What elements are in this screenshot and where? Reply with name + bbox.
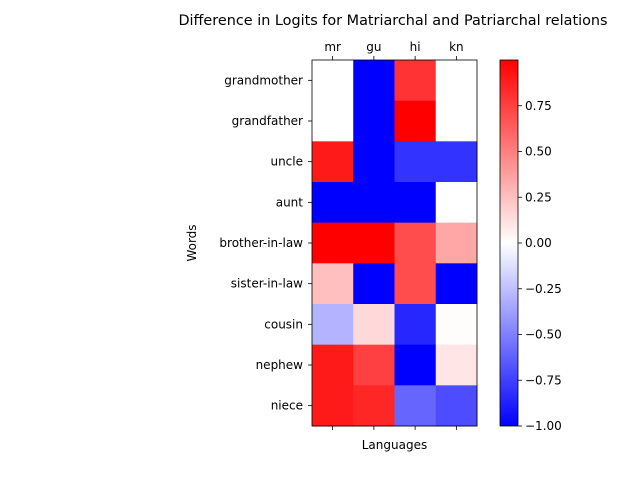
colorbar-gradient [499,59,519,427]
heatmap-cell [435,344,478,386]
chart-title: Difference in Logits for Matriarchal and… [178,13,607,29]
heatmap-cell [394,263,437,305]
y-tick-label: niece [271,399,303,413]
x-tick-label: hi [410,40,421,54]
y-tick-label: grandfather [232,114,303,128]
heatmap-cell [394,385,437,427]
x-axis-label: Languages [362,438,427,452]
colorbar-tick-label: −0.75 [525,373,562,387]
y-tick-label: nephew [256,358,304,372]
heatmap-cell [353,263,395,305]
heatmap-cell [312,182,354,224]
heatmap-cell [435,100,478,142]
heatmap-cell [435,222,478,264]
y-tick-label: sister-in-law [231,277,303,291]
colorbar-tick-label: −0.50 [525,328,562,342]
heatmap-cell [353,100,395,142]
heatmap-cell [435,385,478,427]
heatmap-cell [435,263,478,305]
heatmap-cell [435,182,478,224]
heatmap-cell [312,60,354,102]
y-ticks: grandmother grandfather uncle aunt brother-i… [219,73,312,413]
heatmap-cell [435,60,478,102]
heatmap-cell [312,344,354,386]
y-tick-label: uncle [270,155,303,169]
colorbar-tick-label: 0.75 [525,99,552,113]
heatmap-cell [312,100,354,142]
heatmap-cell [394,141,437,183]
heatmap-cell [312,222,354,264]
heatmap-cell [353,304,395,346]
heatmap-cell [394,60,437,102]
x-tick-label: kn [449,40,464,54]
heatmap-cell [394,222,437,264]
colorbar-tick-label: 0.00 [525,236,552,250]
colorbar-tick-label: −1.00 [525,419,562,433]
colorbar-tick-label: −0.25 [525,282,562,296]
heatmap-cell [394,344,437,386]
y-axis-label: Words [185,224,199,261]
heatmap-cell [435,141,478,183]
y-tick-label: grandmother [224,73,303,87]
heatmap-cell [353,385,395,427]
heatmap-cell [312,141,354,183]
heatmap-cell [312,304,354,346]
y-tick-label: brother-in-law [219,236,303,250]
heatmap-cell [394,182,437,224]
y-tick-label: cousin [264,317,303,331]
heatmap-cell [394,304,437,346]
heatmap-cells [312,60,478,427]
heatmap-cell [353,222,395,264]
heatmap-cell [353,182,395,224]
colorbar: 0.75 0.50 0.25 0.00 −0.25 −0.50 −0.75 −1.00 [499,59,562,433]
colorbar-tick-label: 0.50 [525,145,552,159]
colorbar-tick-label: 0.25 [525,190,552,204]
x-ticks: mr gu hi kn [324,40,464,430]
heatmap-cell [353,141,395,183]
heatmap-cell [353,60,395,102]
heatmap-cell [312,263,354,305]
heatmap-cell [394,100,437,142]
y-tick-label: aunt [276,195,304,209]
heatmap-cell [353,344,395,386]
heatmap-cell [312,385,354,427]
x-tick-label: gu [366,40,381,54]
heatmap-cell [435,304,478,346]
x-tick-label: mr [324,40,341,54]
